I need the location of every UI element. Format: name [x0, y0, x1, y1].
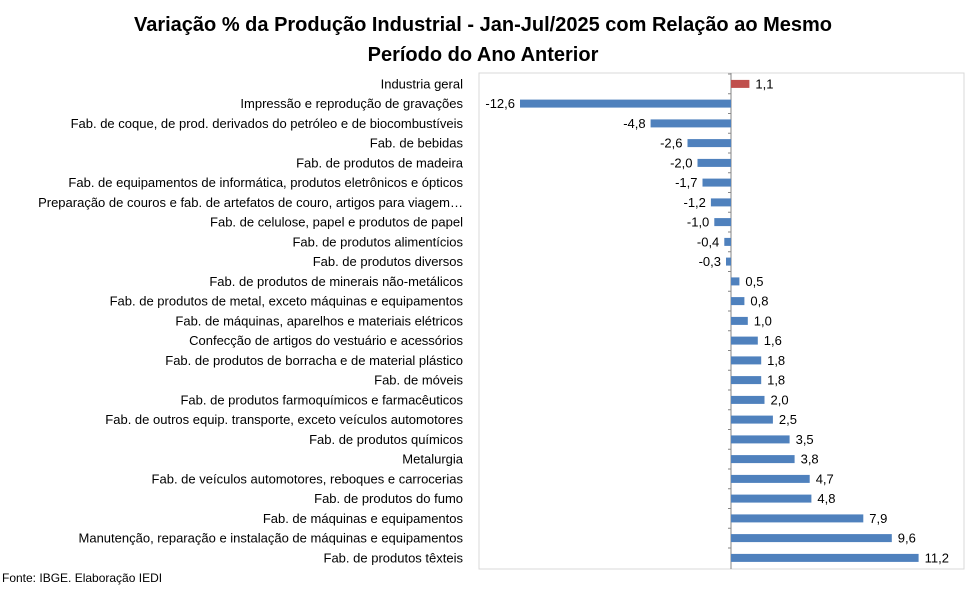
data-label: -0,4 — [697, 234, 719, 249]
category-label: Fab. de produtos diversos — [313, 254, 464, 269]
category-label: Fab. de produtos de metal, exceto máquin… — [110, 294, 464, 309]
data-label: 1,6 — [764, 333, 782, 348]
data-label: 2,5 — [779, 412, 797, 427]
data-label: 2,0 — [771, 392, 789, 407]
bar — [731, 514, 864, 523]
category-label: Industria geral — [381, 76, 463, 91]
data-label: -1,7 — [675, 175, 697, 190]
category-label: Preparação de couros e fab. de artefatos… — [38, 195, 463, 210]
category-label: Fab. de celulose, papel e produtos de pa… — [210, 215, 463, 230]
data-label: 9,6 — [898, 531, 916, 546]
bar — [731, 376, 762, 385]
bar — [710, 198, 731, 207]
data-label: -2,0 — [670, 155, 692, 170]
chart-title-line1: Variação % da Produção Industrial - Jan-… — [133, 14, 833, 36]
category-label: Fab. de outros equip. transporte, exceto… — [105, 412, 463, 427]
data-label: -4,8 — [623, 116, 645, 131]
bar — [731, 395, 765, 404]
data-label: 1,8 — [767, 353, 785, 368]
category-label: Fab. de móveis — [374, 373, 463, 388]
category-label: Fab. de produtos alimentícios — [292, 234, 463, 249]
data-label: -12,6 — [485, 96, 515, 111]
bar — [731, 336, 758, 345]
chart-title-line2: Período do Ano Anterior — [367, 44, 599, 66]
data-label: -1,0 — [687, 215, 709, 230]
data-label: 1,1 — [755, 76, 773, 91]
category-label: Fab. de produtos de borracha e de materi… — [165, 353, 463, 368]
data-label: -1,2 — [683, 195, 705, 210]
bar — [731, 415, 773, 424]
bar — [731, 356, 762, 365]
bar — [726, 257, 731, 266]
data-label: 1,8 — [767, 373, 785, 388]
category-label: Fab. de equipamentos de informática, pro… — [68, 175, 463, 190]
category-label: Fab. de máquinas, aparelhos e materiais … — [175, 313, 463, 328]
category-label: Fab. de produtos do fumo — [314, 491, 463, 506]
category-label: Impressão e reprodução de gravações — [240, 96, 463, 111]
bar — [731, 297, 745, 306]
bar — [731, 277, 740, 286]
bar — [731, 79, 750, 88]
bar — [714, 218, 732, 227]
bar — [731, 316, 748, 325]
data-label: -0,3 — [699, 254, 721, 269]
category-label: Manutenção, reparação e instalação de má… — [79, 531, 464, 546]
data-label: 0,5 — [745, 274, 763, 289]
bar — [731, 435, 790, 444]
data-label: 3,5 — [796, 432, 814, 447]
bar — [687, 139, 732, 148]
category-label: Fab. de produtos de minerais não-metálic… — [209, 274, 463, 289]
bar — [731, 455, 795, 464]
bar — [731, 494, 812, 503]
chart-title: Variação % da Produção Industrial - Jan-… — [0, 10, 966, 70]
category-label: Confecção de artigos do vestuário e aces… — [189, 333, 463, 348]
category-label: Fab. de produtos químicos — [309, 432, 463, 447]
data-label: 1,0 — [754, 313, 772, 328]
category-label: Fab. de produtos farmoquímicos e farmacê… — [180, 392, 463, 407]
category-label: Fab. de produtos têxteis — [324, 550, 464, 565]
data-label: 4,8 — [817, 491, 835, 506]
bar — [697, 158, 731, 167]
bar — [731, 474, 810, 483]
data-label: 0,8 — [750, 294, 768, 309]
category-label: Fab. de bebidas — [370, 136, 464, 151]
data-label: 7,9 — [869, 511, 887, 526]
data-label: -2,6 — [660, 136, 682, 151]
source-note: Fonte: IBGE. Elaboração IEDI — [2, 571, 163, 585]
bar — [702, 178, 731, 187]
category-label: Metalurgia — [402, 452, 463, 467]
category-label: Fab. de veículos automotores, reboques e… — [152, 471, 464, 486]
data-label: 11,2 — [925, 550, 949, 565]
category-label: Fab. de coque, de prod. derivados do pet… — [71, 116, 464, 131]
category-label: Fab. de produtos de madeira — [296, 155, 464, 170]
bar — [650, 119, 731, 128]
bar — [731, 553, 919, 562]
plot-area-frame — [478, 72, 965, 570]
data-label: 4,7 — [816, 471, 834, 486]
bar — [520, 99, 731, 108]
data-label: 3,8 — [801, 452, 819, 467]
bar — [724, 237, 731, 246]
bar — [731, 534, 892, 543]
category-label: Fab. de máquinas e equipamentos — [263, 511, 464, 526]
